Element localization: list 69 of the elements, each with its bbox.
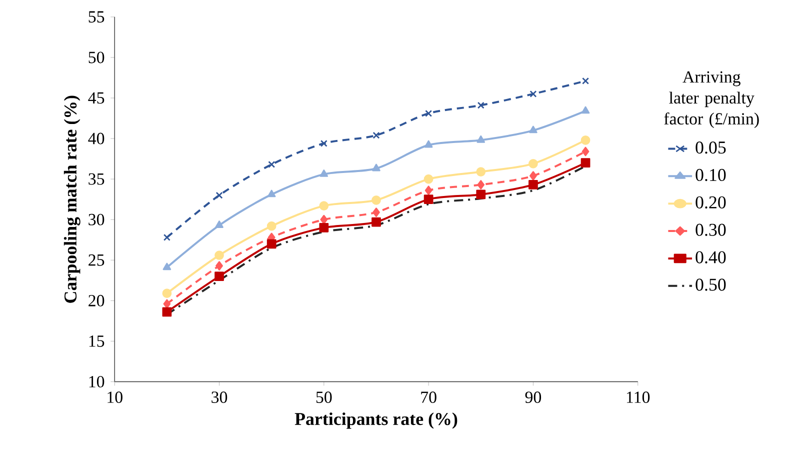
- y-tick-label: 35: [88, 173, 104, 185]
- point: [580, 158, 590, 168]
- point: [320, 140, 328, 147]
- point: [267, 190, 276, 197]
- x-tick-label: 70: [421, 391, 436, 403]
- point: [319, 222, 329, 232]
- point: [528, 158, 538, 168]
- point: [477, 180, 485, 190]
- x-tick-label: 50: [316, 391, 332, 403]
- legend-label: 0.10: [696, 168, 726, 181]
- point: [214, 250, 224, 260]
- point: [530, 170, 537, 180]
- point: [372, 132, 380, 139]
- point: [581, 106, 590, 114]
- point: [319, 200, 329, 210]
- point: [268, 160, 276, 168]
- x-tick-label: 10: [108, 391, 122, 403]
- point: [528, 180, 538, 190]
- point: [476, 135, 486, 143]
- x-axis-title: Participants rate (%): [294, 412, 458, 429]
- point: [163, 298, 171, 308]
- y-axis-title: Carpooling match rate (%): [64, 96, 80, 303]
- point: [582, 146, 590, 156]
- legend-label: 0.40: [696, 250, 726, 264]
- point: [477, 102, 484, 109]
- y-tick-label: 25: [88, 254, 104, 266]
- point: [215, 220, 224, 228]
- point: [162, 307, 172, 316]
- point: [530, 90, 537, 98]
- point: [372, 207, 380, 217]
- x-tick-label: 110: [626, 391, 650, 403]
- y-tick-label: 55: [88, 11, 104, 22]
- point: [529, 126, 538, 133]
- point: [582, 77, 590, 84]
- point: [214, 271, 224, 281]
- point: [163, 234, 170, 241]
- y-tick-label: 20: [88, 294, 104, 306]
- point: [320, 169, 328, 177]
- legend-title: Arriving later penalty factor (£/min): [664, 71, 759, 128]
- y-tick-label: 10: [89, 376, 104, 388]
- point: [424, 174, 434, 184]
- y-tick-label: 30: [88, 214, 104, 226]
- point: [372, 164, 380, 171]
- point: [580, 135, 590, 145]
- point: [320, 214, 328, 224]
- legend-label: 0.30: [696, 224, 726, 236]
- point: [424, 194, 434, 204]
- point: [476, 190, 486, 199]
- legend-label: 0.50: [696, 278, 726, 291]
- point: [372, 217, 381, 226]
- point: [162, 288, 172, 298]
- point: [372, 195, 381, 205]
- point: [266, 238, 276, 248]
- point: [216, 260, 223, 270]
- point: [216, 192, 223, 199]
- point: [425, 110, 432, 117]
- legend-label: 0.05: [696, 141, 726, 154]
- y-tick-label: 45: [88, 92, 104, 104]
- y-tick-label: 40: [88, 132, 104, 144]
- y-tick-label: 50: [88, 52, 104, 63]
- point: [424, 140, 433, 148]
- point: [424, 185, 432, 195]
- legend-label: 0.20: [696, 196, 726, 208]
- point: [476, 166, 486, 176]
- x-tick-label: 30: [212, 391, 228, 403]
- x-tick-label: 90: [525, 391, 542, 403]
- point: [266, 221, 276, 231]
- y-tick-label: 15: [89, 335, 104, 347]
- point: [162, 262, 172, 270]
